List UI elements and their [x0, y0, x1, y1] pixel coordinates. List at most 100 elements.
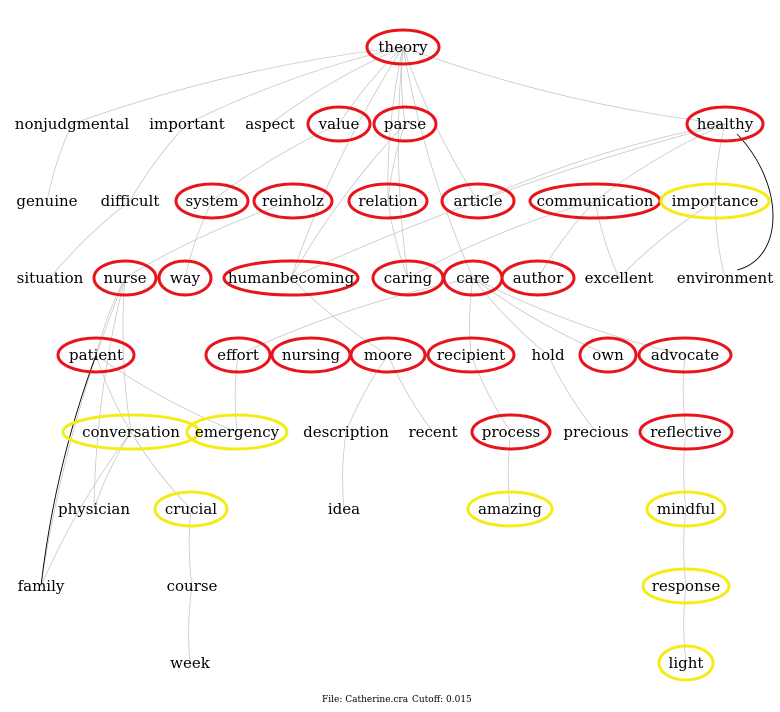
node-label-situation: situation [17, 269, 84, 287]
edge-process-amazing [507, 431, 512, 510]
edge-healthy-importance [714, 123, 726, 202]
node-label-physician: physician [58, 500, 130, 518]
node-ring-amazing [466, 490, 554, 528]
edge-humanbecoming-moore [290, 277, 389, 356]
node-label-crucial: crucial [165, 500, 217, 518]
node-label-own: own [592, 346, 624, 364]
node-label-course: course [167, 577, 218, 595]
node-ring-patient [56, 336, 136, 374]
node-ring-author [500, 259, 576, 297]
node-label-excellent: excellent [585, 269, 654, 287]
edge-care-hold [472, 277, 549, 356]
edge-conversation-physician [93, 431, 132, 510]
node-label-precious: precious [563, 423, 628, 441]
node-ring-process [470, 413, 552, 451]
node-ring-effort [204, 336, 272, 374]
node-label-theory: theory [378, 38, 428, 56]
edge-relation-caring [387, 200, 409, 279]
node-label-environment: environment [677, 269, 773, 287]
label-layer: theory nonjudgmental important aspect value p… [15, 38, 773, 672]
edge-patient-conversation [95, 354, 132, 433]
node-ring-moore [349, 336, 427, 374]
edge-nurse-conversation [122, 277, 132, 433]
edge-theory-humanbecoming [290, 46, 404, 279]
node-ring-way [157, 259, 213, 297]
node-ring-system [174, 182, 250, 220]
node-label-process: process [482, 423, 540, 441]
edge-parse-relation [387, 123, 406, 202]
edge-theory-care [402, 46, 474, 279]
node-ring-mindful [645, 490, 727, 528]
node-ring-importance [659, 182, 771, 220]
node-ring-crucial [153, 490, 229, 528]
node-ring-relation [347, 182, 429, 220]
node-label-idea: idea [328, 500, 360, 518]
edge-moore-description [345, 354, 389, 433]
node-ring-theory [365, 28, 441, 66]
node-label-care: care [456, 269, 490, 287]
node-ring-conversation [61, 413, 201, 451]
edge-theory-important [186, 46, 404, 125]
edge-care-own [472, 277, 609, 356]
node-ring-humanbecoming [222, 259, 360, 297]
node-label-genuine: genuine [16, 192, 77, 210]
node-ring-emergency [185, 413, 289, 451]
node-label-author: author [513, 269, 564, 287]
node-label-nurse: nurse [103, 269, 146, 287]
edge-importance-environment [714, 200, 726, 279]
node-label-parse: parse [384, 115, 426, 133]
node-label-moore: moore [364, 346, 412, 364]
edge-theory-caring [397, 46, 409, 279]
node-ring-reinholz [252, 182, 334, 220]
edge-theory-aspect [269, 46, 404, 125]
edge-nurse-family [40, 277, 126, 587]
node-label-nonjudgmental: nonjudgmental [15, 115, 130, 133]
edge-nurse-physician [93, 277, 126, 510]
node-ring-nurse [92, 259, 158, 297]
edge-advocate-reflective [682, 354, 687, 433]
edge-reinholz-nurse [124, 200, 294, 279]
edge-patient-emergency [95, 354, 238, 433]
node-label-healthy: healthy [697, 115, 754, 133]
node-label-recipient: recipient [437, 346, 505, 364]
node-label-patient: patient [69, 346, 123, 364]
node-ring-own [578, 336, 638, 374]
node-ring-light [657, 644, 715, 682]
edge-reflective-mindful [683, 431, 687, 510]
node-label-nursing: nursing [282, 346, 341, 364]
node-label-article: article [453, 192, 502, 210]
edge-parse-humanbecoming [290, 123, 406, 279]
edge-course-week [188, 585, 193, 664]
node-label-description: description [303, 423, 389, 441]
node-label-family: family [18, 577, 65, 595]
edge-healthy-communication [594, 123, 726, 202]
edge-care-recipient [469, 277, 474, 356]
edge-response-light [683, 585, 687, 664]
node-ring-response [641, 567, 731, 605]
edge-effort-emergency [234, 354, 239, 433]
edge-value-system [211, 123, 340, 202]
node-label-difficult: difficult [101, 192, 160, 210]
node-ring-recipient [426, 336, 516, 374]
edge-crucial-course [188, 508, 193, 587]
node-label-relation: relation [358, 192, 418, 210]
node-label-hold: hold [531, 346, 564, 364]
edge-nurse-patient [95, 277, 126, 356]
edge-healthy-humanbecoming [290, 123, 726, 279]
node-label-aspect: aspect [245, 115, 295, 133]
ring-layer [56, 28, 771, 682]
edge-moore-recent [387, 354, 434, 433]
edge-important-difficult [129, 123, 188, 202]
edge-nonjudgmental-genuine [46, 123, 73, 202]
node-label-value: value [318, 115, 360, 133]
edge-conversation-crucial [130, 431, 192, 510]
node-label-humanbecoming: humanbecoming [228, 269, 355, 287]
node-ring-reflective [638, 413, 734, 451]
edge-patient-family [40, 354, 97, 587]
node-label-amazing: amazing [478, 500, 542, 518]
node-label-advocate: advocate [651, 346, 719, 364]
node-label-reflective: reflective [650, 423, 722, 441]
node-label-recent: recent [408, 423, 457, 441]
edge-hold-precious [547, 354, 597, 433]
